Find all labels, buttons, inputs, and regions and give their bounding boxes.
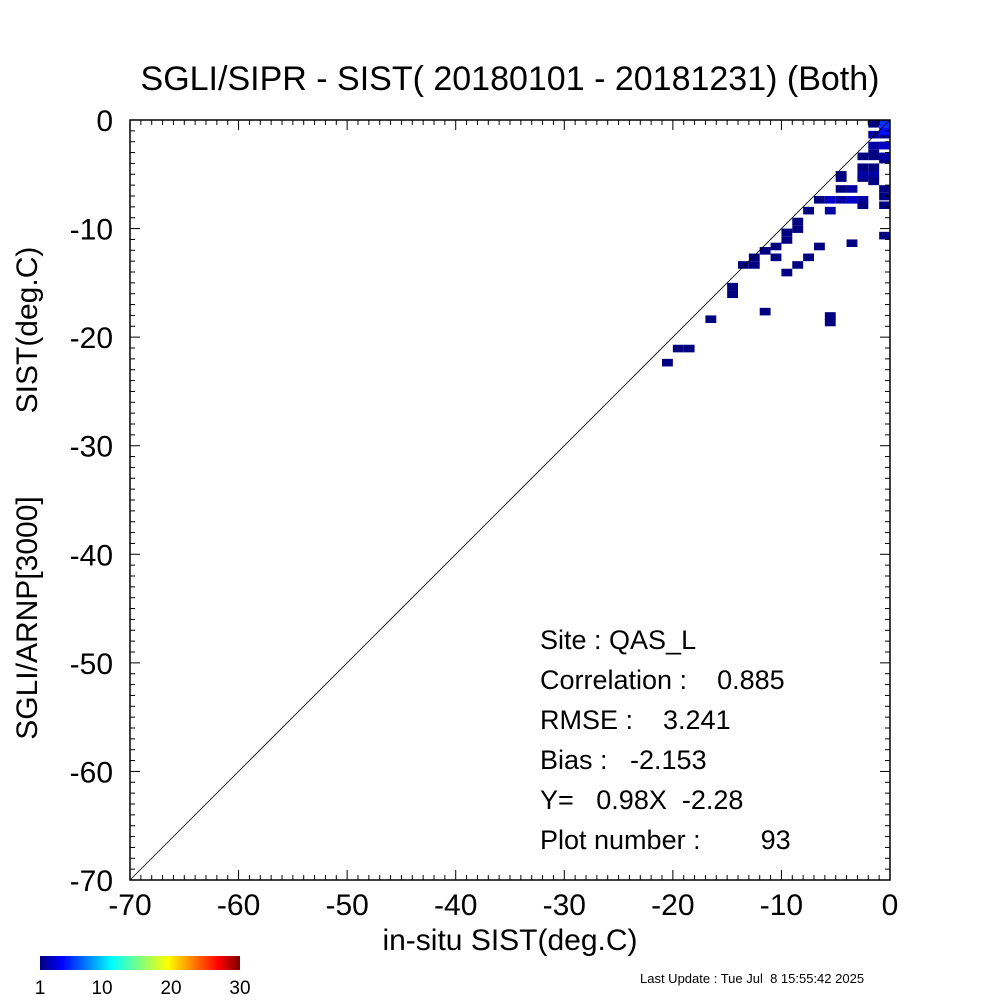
density-cell — [879, 192, 890, 201]
x-tick-label: -30 — [543, 889, 586, 922]
density-cell — [846, 239, 858, 248]
stats-site: Site : QAS_L — [540, 625, 696, 655]
x-tick-label: -40 — [434, 889, 477, 922]
density-cell — [868, 141, 880, 150]
density-cell — [759, 307, 771, 316]
density-cell — [824, 206, 836, 215]
density-cell — [781, 236, 793, 244]
density-cell — [683, 344, 695, 353]
x-tick-label: -70 — [108, 889, 151, 922]
stats-correlation: Correlation : 0.885 — [540, 665, 785, 695]
stats-box: Site : QAS_L Correlation : 0.885 RMSE : … — [540, 625, 791, 855]
density-cell — [803, 206, 814, 215]
density-cell — [879, 201, 890, 210]
density-cell — [868, 163, 880, 172]
colorbar — [40, 956, 240, 970]
colorbar-label: 1 — [35, 978, 46, 999]
y-tick-label: -40 — [70, 539, 113, 572]
stats-bias: Bias : -2.153 — [540, 745, 707, 775]
one-to-one-line — [129, 119, 891, 881]
stats-fit: Y= 0.98X -2.28 — [540, 785, 743, 815]
y-tick-label: 0 — [96, 105, 113, 138]
stats-plot-number: Plot number : 93 — [540, 825, 791, 855]
density-cell — [803, 253, 814, 262]
density-cell — [672, 344, 684, 353]
density-cell — [868, 177, 880, 186]
x-tick-label: -60 — [217, 889, 260, 922]
x-tick-label: 0 — [882, 889, 899, 922]
density-cell — [770, 253, 782, 262]
density-cell — [868, 171, 880, 179]
density-cell — [727, 290, 738, 299]
density-cell — [846, 196, 858, 204]
axis-ticks — [129, 119, 891, 881]
x-tick-label: -20 — [651, 889, 694, 922]
density-cell — [662, 358, 673, 367]
y-axis-label-part1: SGLI/ARNP[3000] — [11, 496, 44, 739]
y-axis-label-part2: SIST(deg.C) — [11, 247, 44, 414]
colorbar-label: 10 — [91, 978, 112, 999]
density-cell — [879, 152, 890, 161]
stats-rmse: RMSE : 3.241 — [540, 705, 731, 735]
density-cell — [824, 318, 836, 327]
y-tick-label: -70 — [70, 865, 113, 898]
density-cell — [879, 231, 890, 240]
x-tick-label: -50 — [325, 889, 368, 922]
density-cell — [727, 282, 738, 291]
density-cell — [868, 152, 880, 161]
density-cell — [879, 185, 890, 193]
colorbar-label: 20 — [160, 978, 181, 999]
y-tick-labels: -70 -60 -50 -40 -30 -20 -10 0 — [70, 105, 113, 898]
density-cell — [879, 120, 890, 128]
density-cell — [814, 242, 825, 251]
x-axis-label: in-situ SIST(deg.C) — [382, 924, 637, 957]
density-cell — [814, 196, 825, 204]
density-cell — [857, 163, 869, 172]
density-cell — [835, 185, 847, 193]
density-cell — [748, 261, 760, 269]
density-cell — [868, 130, 880, 139]
density-cell — [770, 242, 782, 251]
y-tick-label: -10 — [70, 214, 113, 247]
y-tick-label: -50 — [70, 648, 113, 681]
density-cell — [792, 225, 804, 233]
chart-title: SGLI/SIPR - SIST( 20180101 - 20181231) (… — [141, 60, 880, 98]
density-cell — [857, 196, 869, 204]
density-cell — [781, 268, 793, 277]
colorbar-label: 30 — [229, 978, 250, 999]
density-cell — [781, 228, 793, 237]
density-cell — [759, 247, 771, 255]
x-tick-label: -10 — [760, 889, 803, 922]
density-cell — [738, 261, 749, 269]
density-cell — [857, 152, 869, 161]
density-cell — [835, 196, 847, 204]
density-cell — [824, 196, 836, 204]
x-tick-labels: -70 -60 -50 -40 -30 -20 -10 0 — [108, 889, 898, 922]
density-cell — [846, 185, 858, 193]
y-tick-label: -60 — [70, 756, 113, 789]
density-cell — [748, 253, 760, 262]
density-cell — [792, 217, 804, 226]
density-cell — [868, 120, 880, 128]
density-cell — [857, 171, 869, 179]
density-cell — [879, 127, 890, 136]
density-cell — [824, 312, 836, 320]
last-update-text: Last Update : Tue Jul 8 15:55:42 2025 — [640, 971, 864, 986]
y-tick-label: -20 — [70, 322, 113, 355]
colorbar-labels: 1 10 20 30 — [35, 978, 251, 999]
density-cells — [662, 120, 890, 367]
density-cell — [792, 261, 804, 269]
density-cell — [705, 315, 717, 324]
density-cell — [879, 141, 890, 150]
density-cell — [835, 171, 847, 179]
density-cell — [857, 201, 869, 210]
y-tick-label: -30 — [70, 431, 113, 464]
